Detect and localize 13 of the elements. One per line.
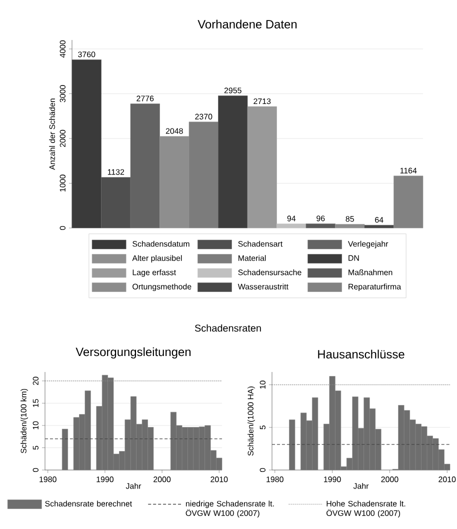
bar [394, 176, 424, 228]
bar [289, 420, 296, 470]
bar [276, 224, 306, 228]
bar [247, 106, 277, 228]
bar [364, 224, 394, 228]
bar [306, 224, 336, 228]
chart-title: Vorhandene Daten [198, 20, 297, 28]
chart-subtitle: Versorgungsleitungen [76, 347, 191, 359]
chart-title: Hausanschlüsse [318, 350, 404, 358]
bar [62, 428, 68, 470]
bar [218, 96, 248, 228]
chart-title: Schadensraten [194, 324, 261, 332]
bar [335, 224, 365, 228]
